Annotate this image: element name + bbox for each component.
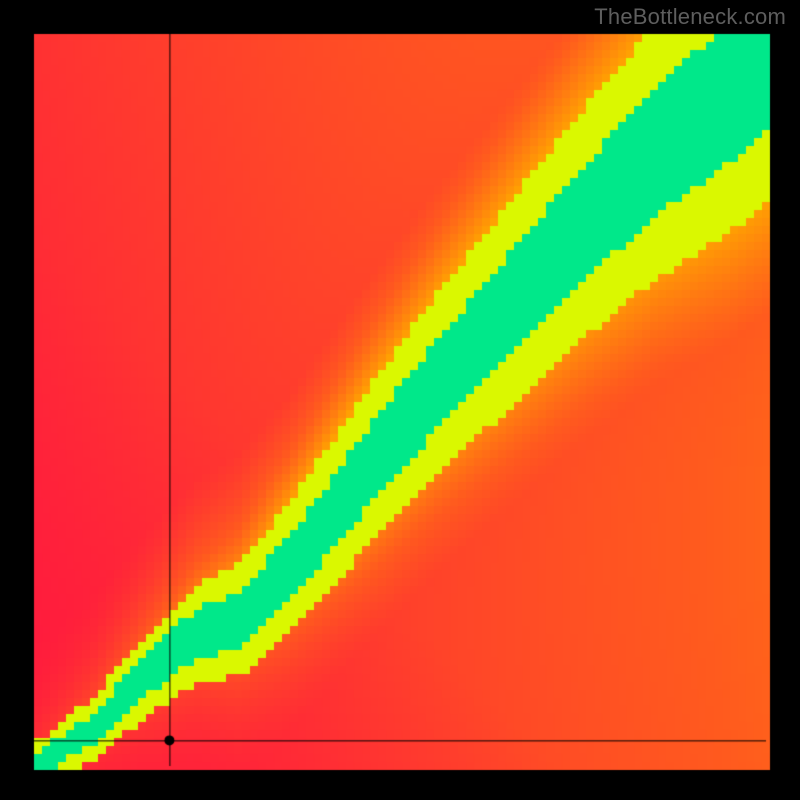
bottleneck-heatmap [0, 0, 800, 800]
watermark-text: TheBottleneck.com [594, 4, 786, 30]
